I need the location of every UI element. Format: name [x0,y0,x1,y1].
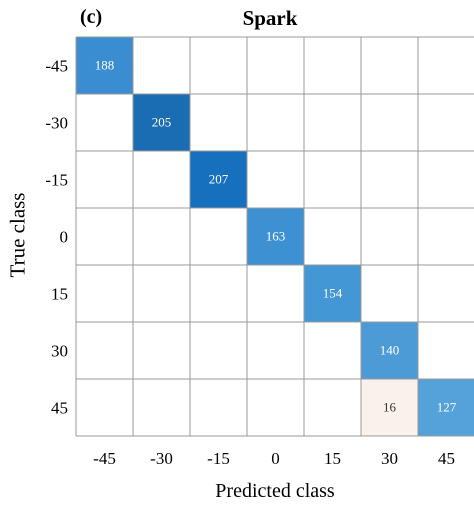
y-tick-label: -45 [45,57,68,76]
cell-value-label: 163 [266,229,286,244]
cell-value-label: 205 [152,115,172,130]
x-tick-label: 15 [324,449,341,468]
x-axis-label: Predicted class [215,480,335,502]
x-tick-label: -15 [207,449,230,468]
x-tick-label: 0 [271,449,280,468]
matrix-cell [418,379,474,436]
matrix-cell [133,94,190,151]
cell-value-label: 140 [380,343,400,358]
matrix-cell [76,37,133,94]
y-tick-label: 15 [51,285,68,304]
y-tick-label: 30 [51,342,68,361]
y-tick-label: -15 [45,171,68,190]
x-tick-label: -30 [150,449,173,468]
cell-value-label: 188 [95,58,115,73]
cell-value-label: 154 [323,286,343,301]
y-tick-label: 0 [60,228,69,247]
cell-value-label: 16 [383,400,397,415]
cell-value-label: 207 [209,172,229,187]
matrix-cell [304,265,361,322]
y-axis-label: True class [5,192,30,278]
x-tick-label: 45 [438,449,455,468]
matrix-cell [361,379,418,436]
matrix-cell [190,151,247,208]
y-tick-label: 45 [51,399,68,418]
matrix-cell [247,208,304,265]
x-tick-label: 30 [381,449,398,468]
x-tick-label: -45 [93,449,116,468]
chart-title: Spark [242,6,298,30]
cell-value-label: 127 [437,400,457,415]
y-tick-label: -30 [45,114,68,133]
matrix-cell [361,322,418,379]
panel-label: (c) [80,6,103,28]
